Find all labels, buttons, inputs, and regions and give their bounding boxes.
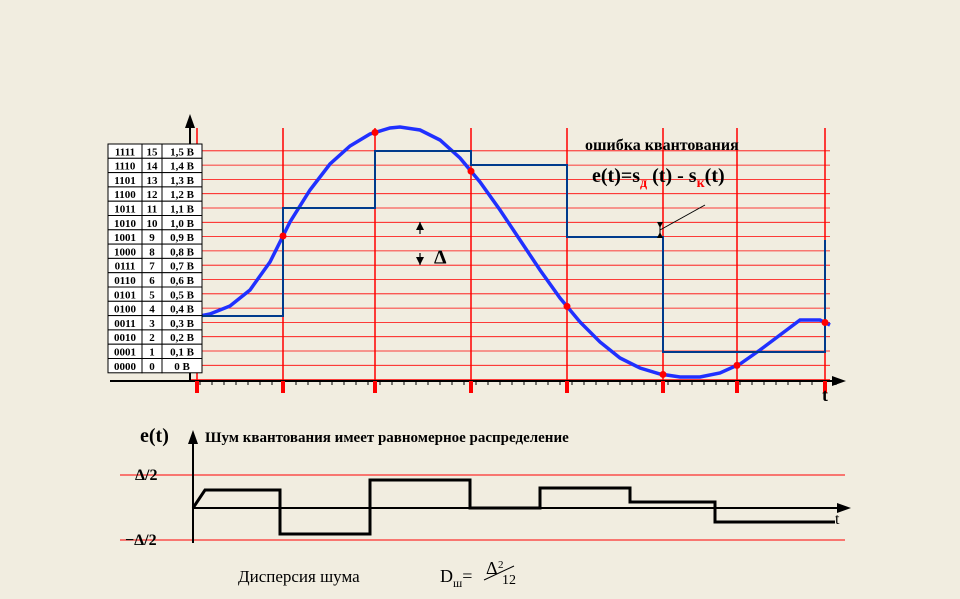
svg-text:8: 8 [149,246,155,258]
svg-text:0011: 0011 [114,318,135,330]
svg-text:0100: 0100 [114,304,137,316]
svg-text:11: 11 [147,204,157,216]
svg-text:1,3 B: 1,3 B [170,175,195,187]
dispersion-label: Дисперсия шума [238,567,360,586]
svg-text:1,1 B: 1,1 B [170,204,195,216]
svg-text:e(t)=sд (t) - sк(t): e(t)=sд (t) - sк(t) [592,165,725,191]
svg-text:12: 12 [147,189,159,201]
delta-half-top-label: Δ/2 [135,467,157,484]
svg-text:10: 10 [147,218,159,230]
dispersion-formula: Dш= Δ212 [440,558,516,590]
svg-text:0000: 0000 [114,361,137,373]
t-axis-label: t [835,511,840,528]
svg-text:1010: 1010 [114,218,137,230]
sample-dots [194,129,829,378]
svg-text:0: 0 [149,361,155,373]
figure-svg: 1111151,5 B1110141,4 B1101131,3 B1100121… [0,0,960,599]
svg-text:1110: 1110 [115,161,136,173]
quantized-step [190,151,825,352]
svg-text:2: 2 [149,332,155,344]
delta-indicator: Δ [416,222,447,269]
quant-error-pointer [657,205,705,238]
svg-text:9: 9 [149,232,155,244]
svg-text:1,5 B: 1,5 B [170,146,195,158]
svg-text:0,4 B: 0,4 B [170,304,195,316]
svg-text:0110: 0110 [114,275,136,287]
svg-text:0101: 0101 [114,289,136,301]
quant-error-formula: e(t)=sд (t) - sк(t) [592,165,725,191]
svg-text:1,0 B: 1,0 B [170,218,195,230]
svg-text:5: 5 [149,289,155,301]
svg-text:0,8 B: 0,8 B [170,246,195,258]
svg-text:3: 3 [149,318,155,330]
svg-text:12: 12 [502,573,516,588]
svg-text:0,2 B: 0,2 B [170,332,195,344]
quantization-table: 1111151,5 B1110141,4 B1101131,3 B1100121… [108,144,202,373]
svg-text:1: 1 [149,347,155,359]
bottom-chart: e(t) Шум квантования имеет равномерное р… [120,425,851,590]
y-axis-arrowhead [185,114,195,128]
svg-text:14: 14 [147,161,159,173]
t-axis-label: t [822,385,828,405]
y-axis-arrowhead [188,430,198,444]
svg-text:Dш=: Dш= [440,566,472,590]
svg-text:0,3 B: 0,3 B [170,318,195,330]
svg-text:15: 15 [147,146,159,158]
svg-text:6: 6 [149,275,155,287]
svg-text:7: 7 [149,261,155,273]
svg-text:0 B: 0 B [174,361,190,373]
svg-text:0,5 B: 0,5 B [170,289,195,301]
svg-text:1101: 1101 [114,175,135,187]
svg-text:13: 13 [147,175,159,187]
delta-half-bot-label: −Δ/2 [125,532,157,549]
quant-level-lines [190,151,830,380]
svg-text:4: 4 [149,304,155,316]
svg-text:1,4 B: 1,4 B [170,161,195,173]
noise-title: Шум квантования имеет равномерное распре… [205,430,569,446]
x-sample-markers [197,381,825,393]
quant-error-title: ошибка квантования [585,137,739,154]
x-axis-arrowhead [832,376,846,386]
top-chart: 1111151,5 B1110141,4 B1101131,3 B1100121… [108,114,846,405]
svg-text:1111: 1111 [115,146,135,158]
svg-text:1,2 B: 1,2 B [170,189,195,201]
svg-text:0111: 0111 [115,261,136,273]
svg-text:1100: 1100 [114,189,136,201]
svg-text:0001: 0001 [114,347,136,359]
svg-text:0,7 B: 0,7 B [170,261,195,273]
svg-text:Δ: Δ [434,247,447,269]
figure-root: 1111151,5 B1110141,4 B1101131,3 B1100121… [0,0,960,599]
svg-text:1011: 1011 [114,204,135,216]
svg-text:0,6 B: 0,6 B [170,275,195,287]
svg-text:0,1 B: 0,1 B [170,347,195,359]
svg-text:2: 2 [498,559,504,571]
svg-text:1000: 1000 [114,246,137,258]
svg-text:0,9 B: 0,9 B [170,232,195,244]
svg-text:1001: 1001 [114,232,136,244]
svg-text:0010: 0010 [114,332,137,344]
e-of-t-label: e(t) [140,425,169,447]
